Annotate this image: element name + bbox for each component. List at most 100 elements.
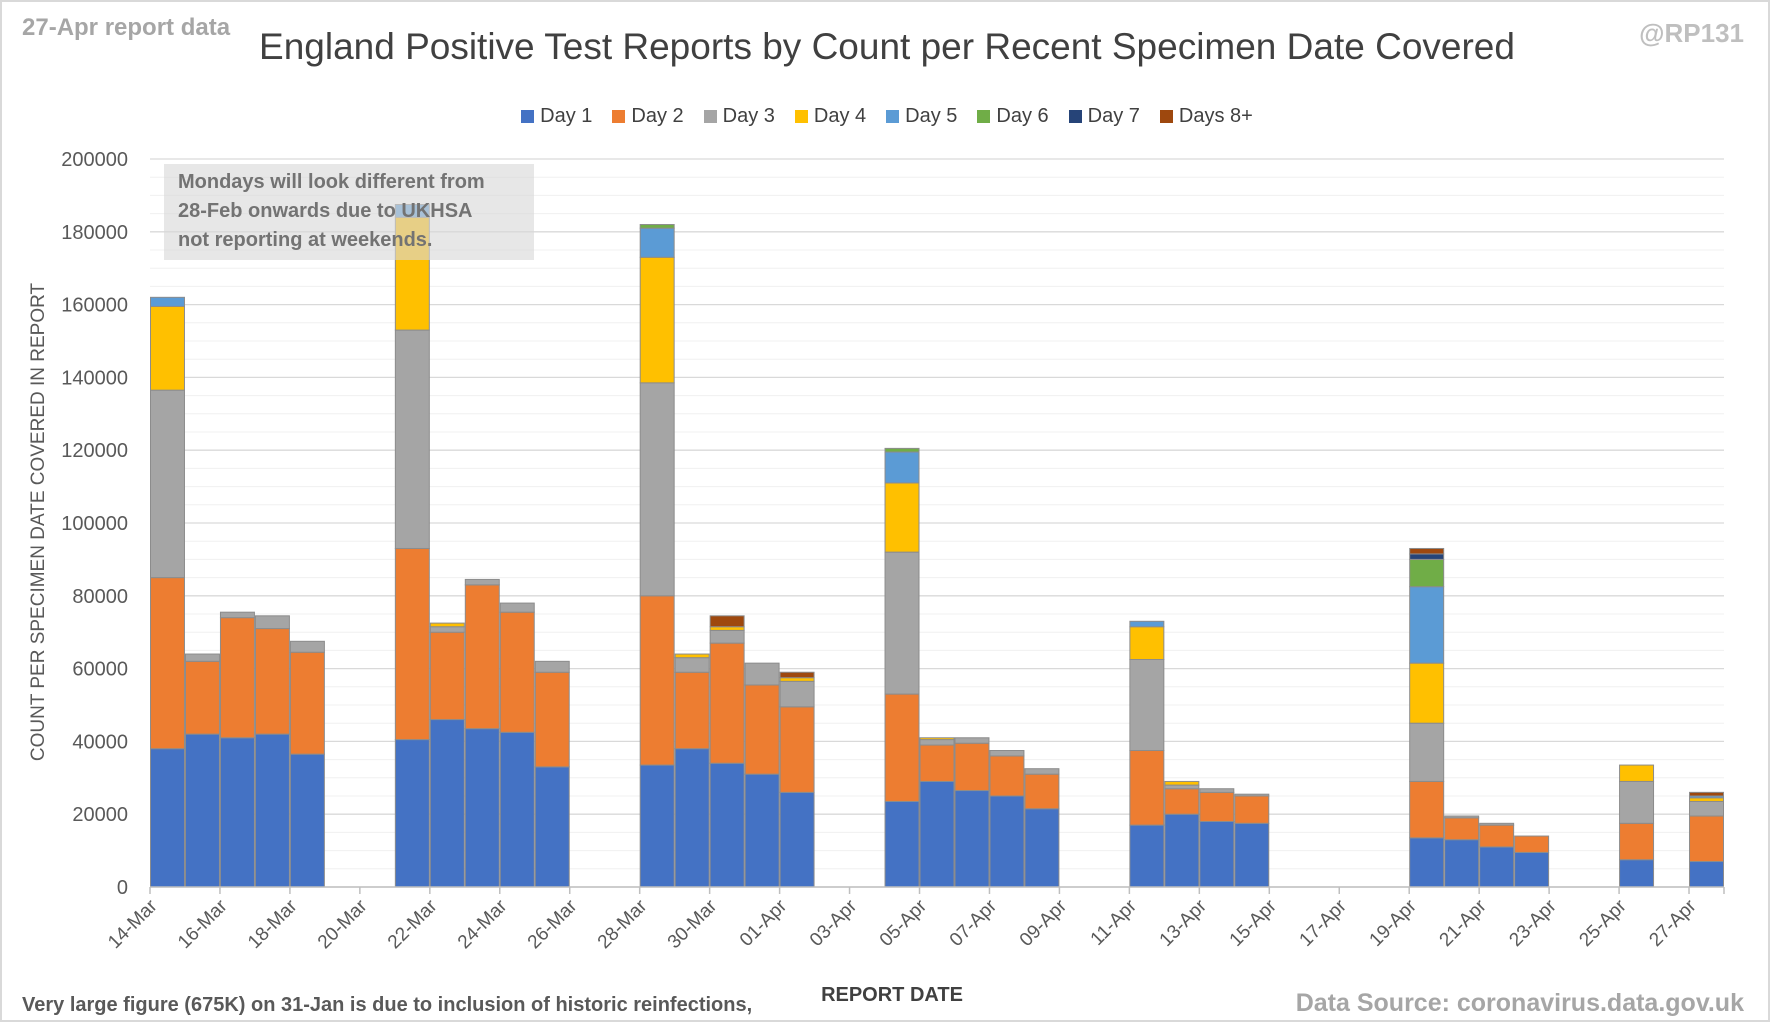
legend-label: Day 1 (540, 105, 593, 127)
bar-segment-27-Apr-series-2 (1689, 800, 1724, 817)
x-tick-label: 14-Mar (104, 895, 162, 953)
y-tick-label: 160000 (61, 295, 128, 317)
x-tick-label: 01-Apr (736, 895, 792, 951)
bar-segment-08-Apr-series-2 (1024, 768, 1060, 775)
bar-segment-07-Apr-series-0 (989, 795, 1025, 888)
x-tick-label: 24-Mar (454, 895, 512, 953)
bar-segment-27-Apr-series-3 (1689, 797, 1724, 802)
bar-segment-19-Apr-series-4 (1409, 586, 1445, 664)
bar-segment-04-Apr-series-5 (884, 447, 920, 453)
legend-swatch (703, 110, 717, 123)
bar-segment-13-Apr-series-2 (1199, 788, 1235, 793)
bar-segment-05-Apr-series-3 (919, 737, 955, 741)
bar-segment-28-Mar-series-0 (639, 764, 675, 888)
bar-segment-15-Mar-series-2 (184, 653, 220, 662)
bar-segment-25-Apr-series-3 (1619, 764, 1655, 782)
legend-item: Day 4 (794, 105, 866, 128)
bar-segment-11-Apr-series-3 (1129, 626, 1165, 660)
bar-segment-18-Mar-series-0 (289, 753, 325, 888)
x-tick-label: 28-Mar (594, 895, 652, 953)
bar-segment-25-Apr-series-2 (1619, 780, 1655, 824)
bar-segment-28-Mar-series-5 (639, 224, 675, 229)
bar-segment-25-Mar-series-1 (534, 671, 570, 768)
bar-segment-22-Apr-series-0 (1514, 851, 1550, 888)
legend-swatch (521, 110, 535, 123)
bar-segment-30-Mar-series-2 (709, 629, 745, 644)
annotation-line-1: Mondays will look different from (178, 171, 485, 193)
bar-segment-21-Mar-series-2 (394, 329, 430, 549)
legend-item: Days 8+ (1159, 105, 1253, 128)
bar-segment-12-Apr-series-1 (1164, 788, 1200, 815)
bar-segment-28-Mar-series-1 (639, 595, 675, 766)
bar-segment-19-Apr-series-5 (1409, 558, 1445, 588)
annotation-note: Mondays will look different from 28-Feb … (164, 164, 534, 260)
bar-segment-28-Mar-series-4 (639, 227, 675, 258)
x-tick-label: 23-Apr (1505, 895, 1561, 951)
bar-segment-20-Apr-series-0 (1444, 839, 1480, 888)
legend-label: Day 5 (905, 105, 958, 127)
bar-segment-29-Mar-series-2 (674, 657, 710, 673)
bar-segment-25-Mar-series-2 (534, 660, 570, 673)
legend-item: Day 1 (521, 105, 592, 128)
legend-swatch (886, 110, 900, 123)
y-axis-title-wrap: COUNT PER SPECIMEN DATE COVERED IN REPOR… (16, 152, 62, 892)
bar-segment-27-Apr-series-7 (1689, 791, 1724, 797)
y-tick-label: 140000 (61, 367, 128, 389)
bar-segment-28-Mar-series-2 (639, 382, 675, 597)
legend-swatch (1159, 110, 1173, 123)
y-tick-label: 200000 (61, 149, 128, 171)
bar-segment-06-Apr-series-0 (954, 790, 990, 888)
bar-segment-19-Apr-series-7 (1409, 547, 1445, 555)
bar-segment-23-Mar-series-0 (464, 728, 500, 888)
legend-item: Day 3 (703, 105, 775, 128)
x-tick-label: 21-Apr (1436, 895, 1492, 951)
legend-label: Days 8+ (1178, 105, 1253, 127)
annotation-line-3: not reporting at weekends. (178, 229, 433, 251)
bar-segment-21-Mar-series-1 (394, 547, 430, 741)
bar-segment-01-Apr-series-2 (779, 680, 815, 708)
legend-label: Day 2 (631, 105, 684, 127)
bar-segment-11-Apr-series-1 (1129, 750, 1165, 826)
y-tick-label: 180000 (61, 222, 128, 244)
bar-segment-12-Apr-series-2 (1164, 784, 1200, 790)
bar-segment-30-Mar-series-0 (709, 762, 745, 888)
bar-segment-19-Apr-series-1 (1409, 780, 1445, 839)
y-tick-label: 20000 (72, 804, 128, 826)
bar-segment-01-Apr-series-0 (779, 791, 815, 888)
bar-segment-19-Apr-series-2 (1409, 722, 1445, 782)
bar-segment-19-Apr-series-3 (1409, 662, 1445, 724)
bar-segment-30-Mar-series-3 (709, 626, 745, 631)
bar-segment-07-Apr-series-1 (989, 755, 1025, 797)
bar-segment-05-Apr-series-2 (919, 739, 955, 746)
y-tick-label: 100000 (61, 513, 128, 535)
bar-segment-29-Mar-series-0 (674, 748, 710, 888)
y-tick-label: 60000 (72, 659, 128, 681)
bar-segment-11-Apr-series-0 (1129, 824, 1165, 888)
bar-segment-04-Apr-series-1 (884, 693, 920, 802)
bar-segment-27-Apr-series-1 (1689, 815, 1724, 863)
bar-segment-15-Mar-series-0 (184, 733, 220, 888)
bar-segment-04-Apr-series-4 (884, 451, 920, 484)
bar-segment-24-Mar-series-1 (499, 611, 535, 733)
legend-item: Day 7 (1068, 105, 1140, 128)
legend-swatch (1068, 110, 1082, 123)
x-tick-label: 11-Apr (1087, 895, 1142, 950)
bar-segment-27-Apr-series-0 (1689, 861, 1724, 888)
bar-segment-14-Mar-series-1 (150, 577, 185, 750)
bar-segment-29-Mar-series-1 (674, 671, 710, 750)
bar-segment-25-Apr-series-1 (1619, 822, 1655, 861)
bar-segment-08-Apr-series-1 (1024, 773, 1060, 810)
bar-segment-19-Apr-series-6 (1409, 553, 1445, 560)
bar-segment-31-Mar-series-0 (744, 773, 780, 888)
bar-segment-23-Mar-series-1 (464, 584, 500, 730)
bar-segment-30-Mar-series-1 (709, 642, 745, 764)
bar-segment-28-Mar-series-3 (639, 256, 675, 384)
x-tick-label: 17-Apr (1296, 895, 1352, 951)
legend-label: Day 3 (722, 105, 775, 127)
bar-segment-31-Mar-series-1 (744, 684, 780, 775)
y-tick-label: 120000 (61, 440, 128, 462)
bar-segment-13-Apr-series-0 (1199, 820, 1235, 888)
legend-item: Day 5 (886, 105, 957, 128)
x-tick-label: 22-Mar (384, 895, 442, 953)
